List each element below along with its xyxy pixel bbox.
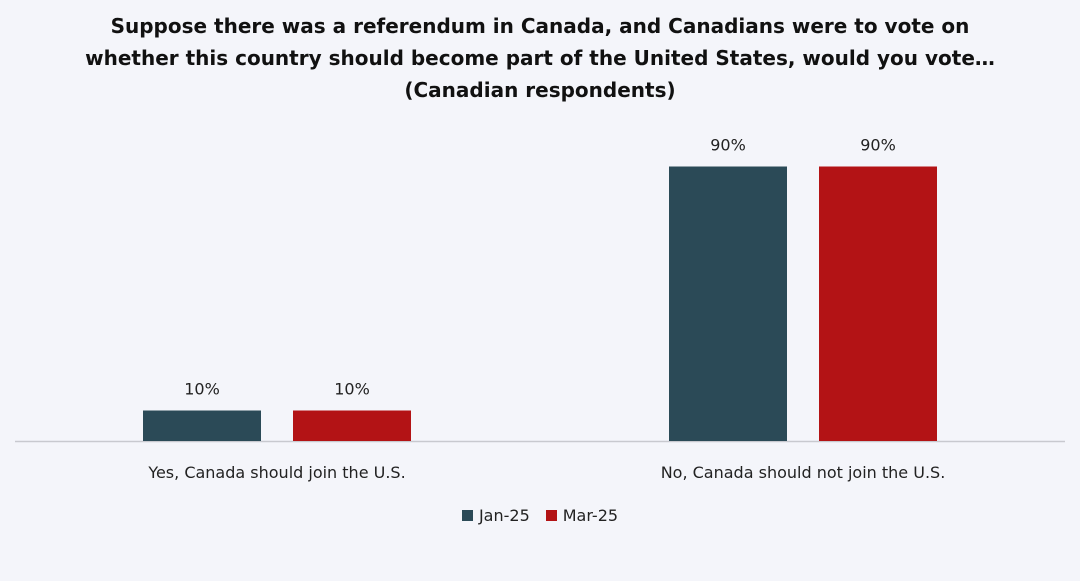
chart-title: Suppose there was a referendum in Canada… [85, 14, 995, 102]
category-label-2: No, Canada should not join the U.S. [661, 463, 946, 482]
legend-item-jan-25: Jan-25 [461, 506, 530, 525]
category-label-1: Yes, Canada should join the U.S. [147, 463, 405, 482]
data-label-mar-25-cat1: 10% [334, 380, 370, 399]
legend-item-mar-25: Mar-25 [545, 506, 619, 525]
legend-label-jan-25: Jan-25 [478, 506, 530, 525]
data-label-jan-25-cat2: 90% [710, 136, 746, 155]
bar-mar-25-cat1 [293, 410, 411, 441]
legend-label-mar-25: Mar-25 [562, 506, 619, 525]
bar-jan-25-cat2 [669, 166, 787, 441]
bar-mar-25-cat2 [819, 166, 937, 441]
data-label-mar-25-cat2: 90% [860, 136, 896, 155]
data-label-jan-25-cat1: 10% [184, 380, 220, 399]
bar-chart: 10% 10% Yes, Canada should join the U.S. 90… [15, 136, 1065, 482]
legend-swatch-mar-25 [545, 510, 557, 521]
bar-jan-25-cat1 [143, 410, 261, 441]
legend-swatch-jan-25 [461, 510, 473, 521]
chart-legend: Jan-25 Mar-25 [0, 506, 1080, 525]
